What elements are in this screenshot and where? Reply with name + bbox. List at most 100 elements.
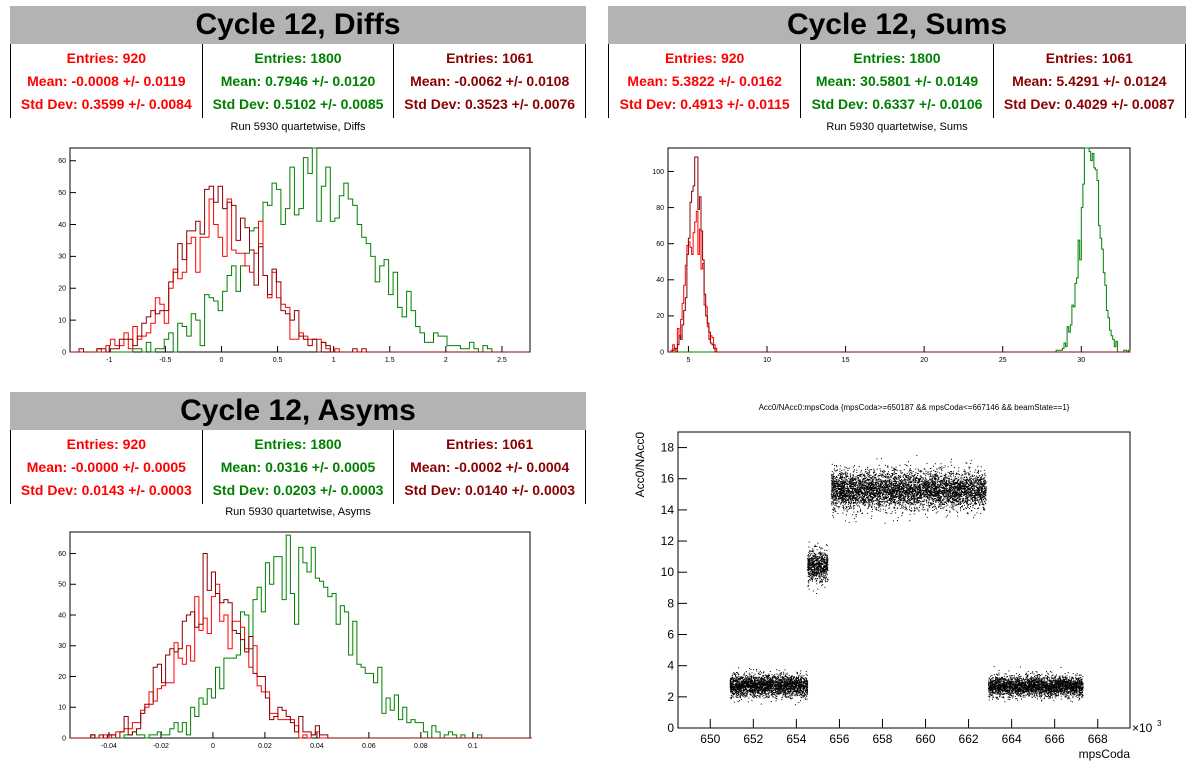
- x-tick-label: -1: [106, 357, 112, 364]
- scatter-point: [985, 481, 987, 483]
- scatter-point: [949, 500, 951, 502]
- scatter-point: [782, 696, 784, 698]
- scatter-point: [972, 479, 974, 481]
- scatter-point: [852, 506, 854, 508]
- scatter-point: [772, 695, 774, 697]
- scatter-point: [738, 691, 740, 693]
- scatter-point: [765, 674, 767, 676]
- scatter-point: [746, 686, 748, 688]
- scatter-point: [938, 467, 940, 469]
- scatter-point: [898, 498, 900, 500]
- scatter-point: [737, 685, 739, 687]
- scatter-point: [905, 493, 907, 495]
- y-tick-label: 4: [667, 659, 674, 673]
- scatter-point: [747, 681, 749, 683]
- scatter-point: [764, 677, 766, 678]
- scatter-point: [794, 688, 796, 690]
- scatter-point: [805, 686, 807, 688]
- scatter-point: [863, 501, 865, 503]
- std-text: Std Dev: 0.0140 +/- 0.0003: [404, 482, 576, 499]
- scatter-point: [772, 685, 774, 687]
- scatter-point: [898, 486, 900, 487]
- scatter-point: [804, 679, 806, 681]
- scatter-point: [897, 495, 899, 497]
- scatter-point: [810, 579, 811, 581]
- scatter-point: [876, 492, 877, 494]
- stat-box-green: Entries: 1800 Mean: 30.5801 +/- 0.0149 S…: [801, 44, 994, 118]
- scatter-point: [811, 567, 813, 568]
- histogram-series: [70, 534, 532, 739]
- scatter-point: [752, 686, 754, 688]
- scatter-point: [855, 490, 857, 492]
- scatter-point: [769, 678, 771, 680]
- scatter-point: [786, 672, 788, 674]
- scatter-point: [799, 680, 801, 682]
- scatter-point: [833, 489, 835, 490]
- scatter-point: [863, 488, 865, 490]
- scatter-point: [854, 498, 856, 500]
- scatter-point: [894, 473, 895, 475]
- scatter-point: [752, 697, 754, 699]
- scatter-point: [749, 686, 751, 688]
- scatter-point: [781, 690, 783, 692]
- scatter-point: [844, 472, 846, 474]
- scatter-point: [924, 503, 925, 505]
- scatter-point: [757, 688, 759, 690]
- scatter-point: [866, 495, 868, 497]
- y-tick-label: 12: [661, 534, 675, 548]
- scatter-point: [931, 483, 933, 485]
- scatter-point: [821, 568, 823, 570]
- scatter-point: [782, 678, 784, 680]
- scatter-point: [820, 562, 822, 564]
- scatter-point: [908, 482, 910, 484]
- scatter-point: [833, 488, 835, 490]
- scatter-point: [772, 689, 774, 691]
- scatter-point: [803, 679, 805, 681]
- scatter-point: [770, 682, 772, 684]
- scatter-point: [814, 565, 816, 567]
- scatter-point: [778, 689, 779, 691]
- scatter-point: [816, 546, 818, 547]
- scatter-point: [808, 588, 810, 590]
- scatter-point: [741, 686, 743, 688]
- scatter-point: [780, 682, 782, 684]
- scatter-point: [915, 468, 917, 470]
- scatter-point: [761, 693, 763, 694]
- scatter-point: [826, 574, 828, 576]
- scatter-point: [807, 560, 809, 562]
- scatter-point: [760, 693, 762, 695]
- scatter-point: [746, 693, 748, 695]
- scatter-point: [820, 580, 822, 582]
- scatter-point: [769, 671, 771, 672]
- scatter-point: [782, 676, 784, 678]
- scatter-point: [740, 694, 742, 696]
- scatter-point: [777, 682, 779, 684]
- scatter-point: [897, 500, 899, 502]
- scatter-point: [763, 678, 765, 680]
- scatter-point: [919, 489, 921, 491]
- scatter-point: [778, 683, 780, 685]
- y-tick-label: 8: [667, 596, 674, 610]
- scatter-point: [821, 547, 823, 549]
- scatter-point: [911, 481, 913, 483]
- scatter-point: [738, 679, 740, 681]
- scatter-point: [766, 688, 768, 690]
- scatter-point: [795, 686, 797, 688]
- scatter-point: [751, 677, 752, 679]
- scatter-point: [808, 541, 810, 543]
- scatter-point: [824, 549, 826, 551]
- scatter-point: [813, 567, 815, 568]
- scatter-point: [909, 488, 911, 490]
- scatter-point: [744, 686, 746, 688]
- scatter-point: [798, 691, 800, 692]
- scatter-point: [823, 572, 825, 574]
- scatter-point: [871, 500, 873, 502]
- scatter-point: [776, 695, 778, 697]
- scatter-point: [949, 487, 951, 489]
- scatter-point: [813, 551, 815, 553]
- scatter-point: [797, 682, 798, 684]
- scatter-point: [818, 563, 820, 565]
- scatter-point: [777, 678, 779, 679]
- x-tick-label: 658: [872, 732, 892, 746]
- scatter-point: [752, 685, 754, 687]
